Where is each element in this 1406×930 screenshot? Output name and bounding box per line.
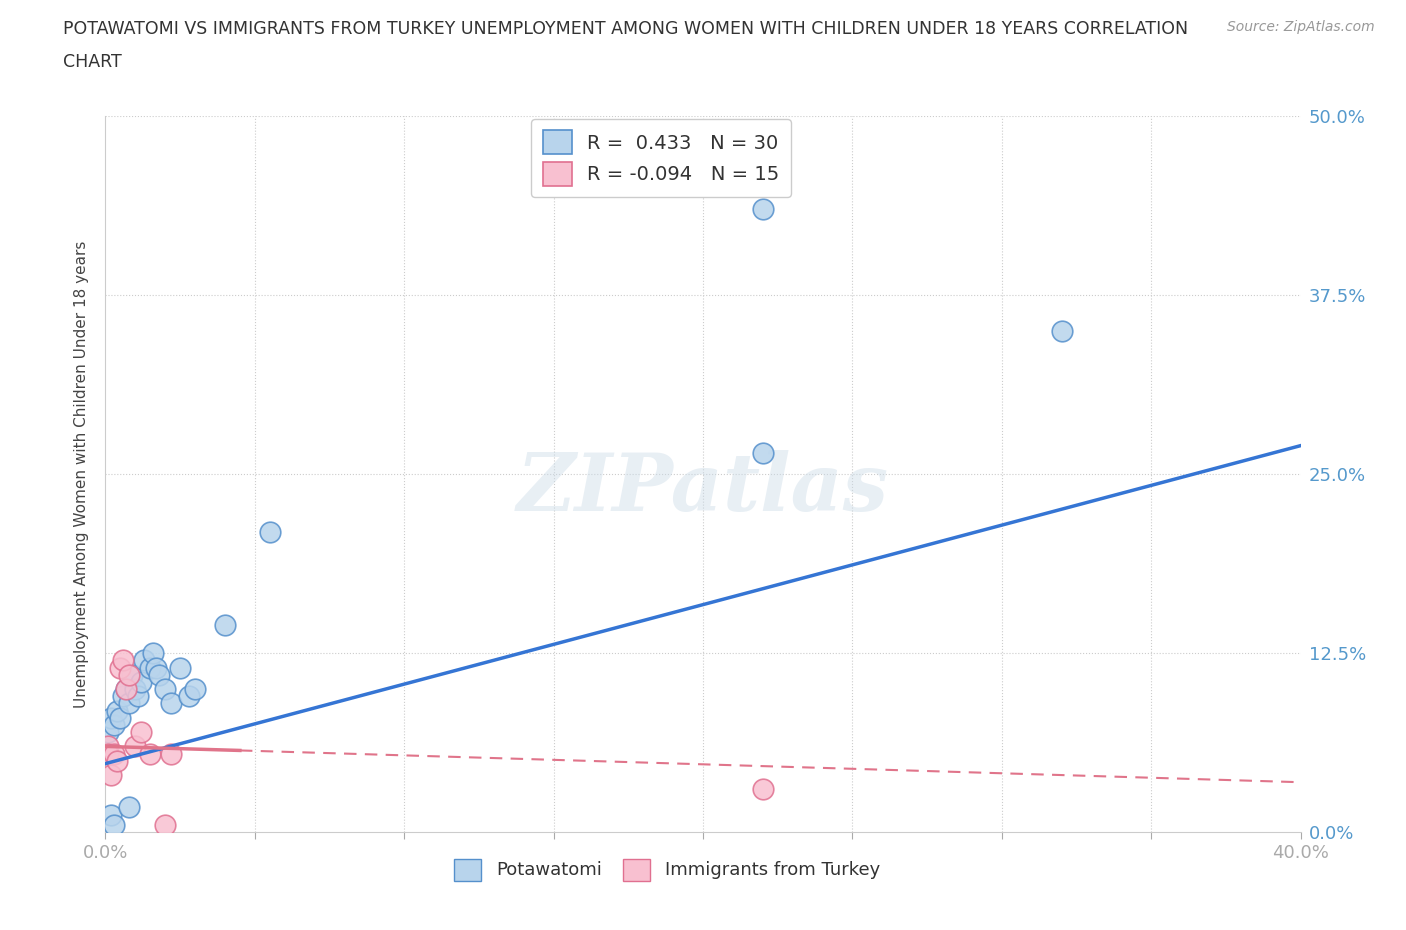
Text: POTAWATOMI VS IMMIGRANTS FROM TURKEY UNEMPLOYMENT AMONG WOMEN WITH CHILDREN UNDE: POTAWATOMI VS IMMIGRANTS FROM TURKEY UNE… <box>63 20 1188 38</box>
Point <box>112 689 135 704</box>
Point <box>169 660 191 675</box>
Point <box>124 739 146 754</box>
Point <box>214 618 236 632</box>
Point <box>97 724 120 739</box>
Point <box>177 689 201 704</box>
Y-axis label: Unemployment Among Women with Children Under 18 years: Unemployment Among Women with Children U… <box>75 241 90 708</box>
Point <box>100 808 122 823</box>
Point <box>107 753 129 768</box>
Point <box>139 746 162 761</box>
Point <box>129 724 153 739</box>
Text: CHART: CHART <box>63 53 122 71</box>
Point <box>97 746 120 761</box>
Point <box>751 782 773 797</box>
Text: ZIPatlas: ZIPatlas <box>517 450 889 527</box>
Point <box>103 746 125 761</box>
Point <box>100 767 122 782</box>
Point <box>118 668 141 683</box>
Point <box>129 674 153 689</box>
Point <box>110 660 132 675</box>
Point <box>259 525 281 539</box>
Point <box>145 660 167 675</box>
Point <box>115 682 138 697</box>
Legend: Potawatomi, Immigrants from Turkey: Potawatomi, Immigrants from Turkey <box>447 851 887 888</box>
Point <box>751 445 773 460</box>
Point <box>110 711 132 725</box>
Point <box>751 202 773 217</box>
Point <box>139 660 162 675</box>
Point <box>155 817 177 832</box>
Point <box>184 682 207 697</box>
Point <box>103 817 125 832</box>
Point <box>103 718 125 733</box>
Point <box>112 653 135 668</box>
Point <box>148 668 170 683</box>
Point <box>1050 324 1073 339</box>
Point <box>155 682 177 697</box>
Point <box>121 668 143 683</box>
Point <box>127 689 149 704</box>
Point <box>115 682 138 697</box>
Point <box>100 711 122 725</box>
Point <box>160 696 183 711</box>
Point <box>107 703 129 718</box>
Text: Source: ZipAtlas.com: Source: ZipAtlas.com <box>1227 20 1375 34</box>
Point <box>142 646 165 661</box>
Point <box>118 696 141 711</box>
Point <box>134 653 156 668</box>
Point <box>97 739 120 754</box>
Point <box>124 682 146 697</box>
Point <box>160 746 183 761</box>
Point <box>118 799 141 814</box>
